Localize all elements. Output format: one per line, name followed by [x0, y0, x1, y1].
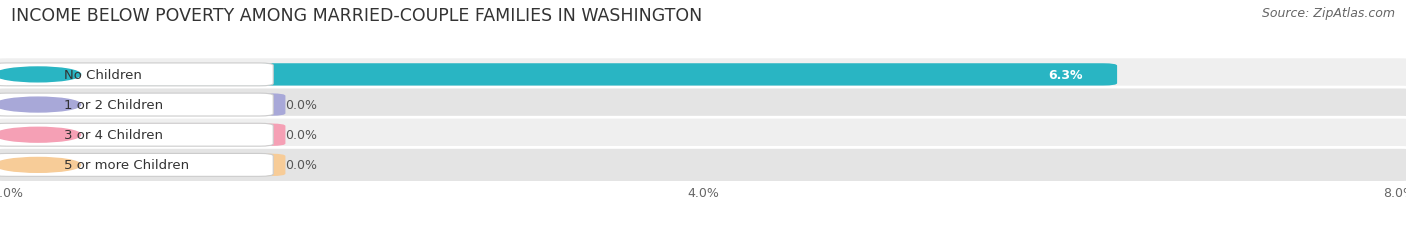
Text: 0.0%: 0.0% — [285, 159, 318, 172]
Circle shape — [0, 98, 80, 112]
FancyBboxPatch shape — [0, 124, 273, 146]
Text: 0.0%: 0.0% — [285, 129, 318, 142]
Text: 6.3%: 6.3% — [1047, 69, 1083, 82]
Text: 1 or 2 Children: 1 or 2 Children — [65, 99, 163, 112]
FancyBboxPatch shape — [0, 94, 273, 116]
FancyBboxPatch shape — [0, 58, 1406, 92]
Circle shape — [0, 68, 80, 82]
Circle shape — [0, 158, 80, 173]
FancyBboxPatch shape — [0, 64, 273, 86]
Text: 0.0%: 0.0% — [285, 99, 318, 112]
Text: INCOME BELOW POVERTY AMONG MARRIED-COUPLE FAMILIES IN WASHINGTON: INCOME BELOW POVERTY AMONG MARRIED-COUPL… — [11, 7, 703, 25]
FancyBboxPatch shape — [0, 148, 1406, 182]
FancyBboxPatch shape — [0, 94, 285, 116]
FancyBboxPatch shape — [0, 118, 1406, 152]
FancyBboxPatch shape — [0, 154, 273, 176]
Text: 5 or more Children: 5 or more Children — [65, 159, 190, 172]
FancyBboxPatch shape — [0, 88, 1406, 122]
Circle shape — [0, 128, 80, 143]
FancyBboxPatch shape — [0, 64, 1118, 86]
FancyBboxPatch shape — [0, 154, 285, 176]
Text: 3 or 4 Children: 3 or 4 Children — [65, 129, 163, 142]
Text: Source: ZipAtlas.com: Source: ZipAtlas.com — [1261, 7, 1395, 20]
FancyBboxPatch shape — [0, 124, 285, 146]
Text: No Children: No Children — [65, 69, 142, 82]
